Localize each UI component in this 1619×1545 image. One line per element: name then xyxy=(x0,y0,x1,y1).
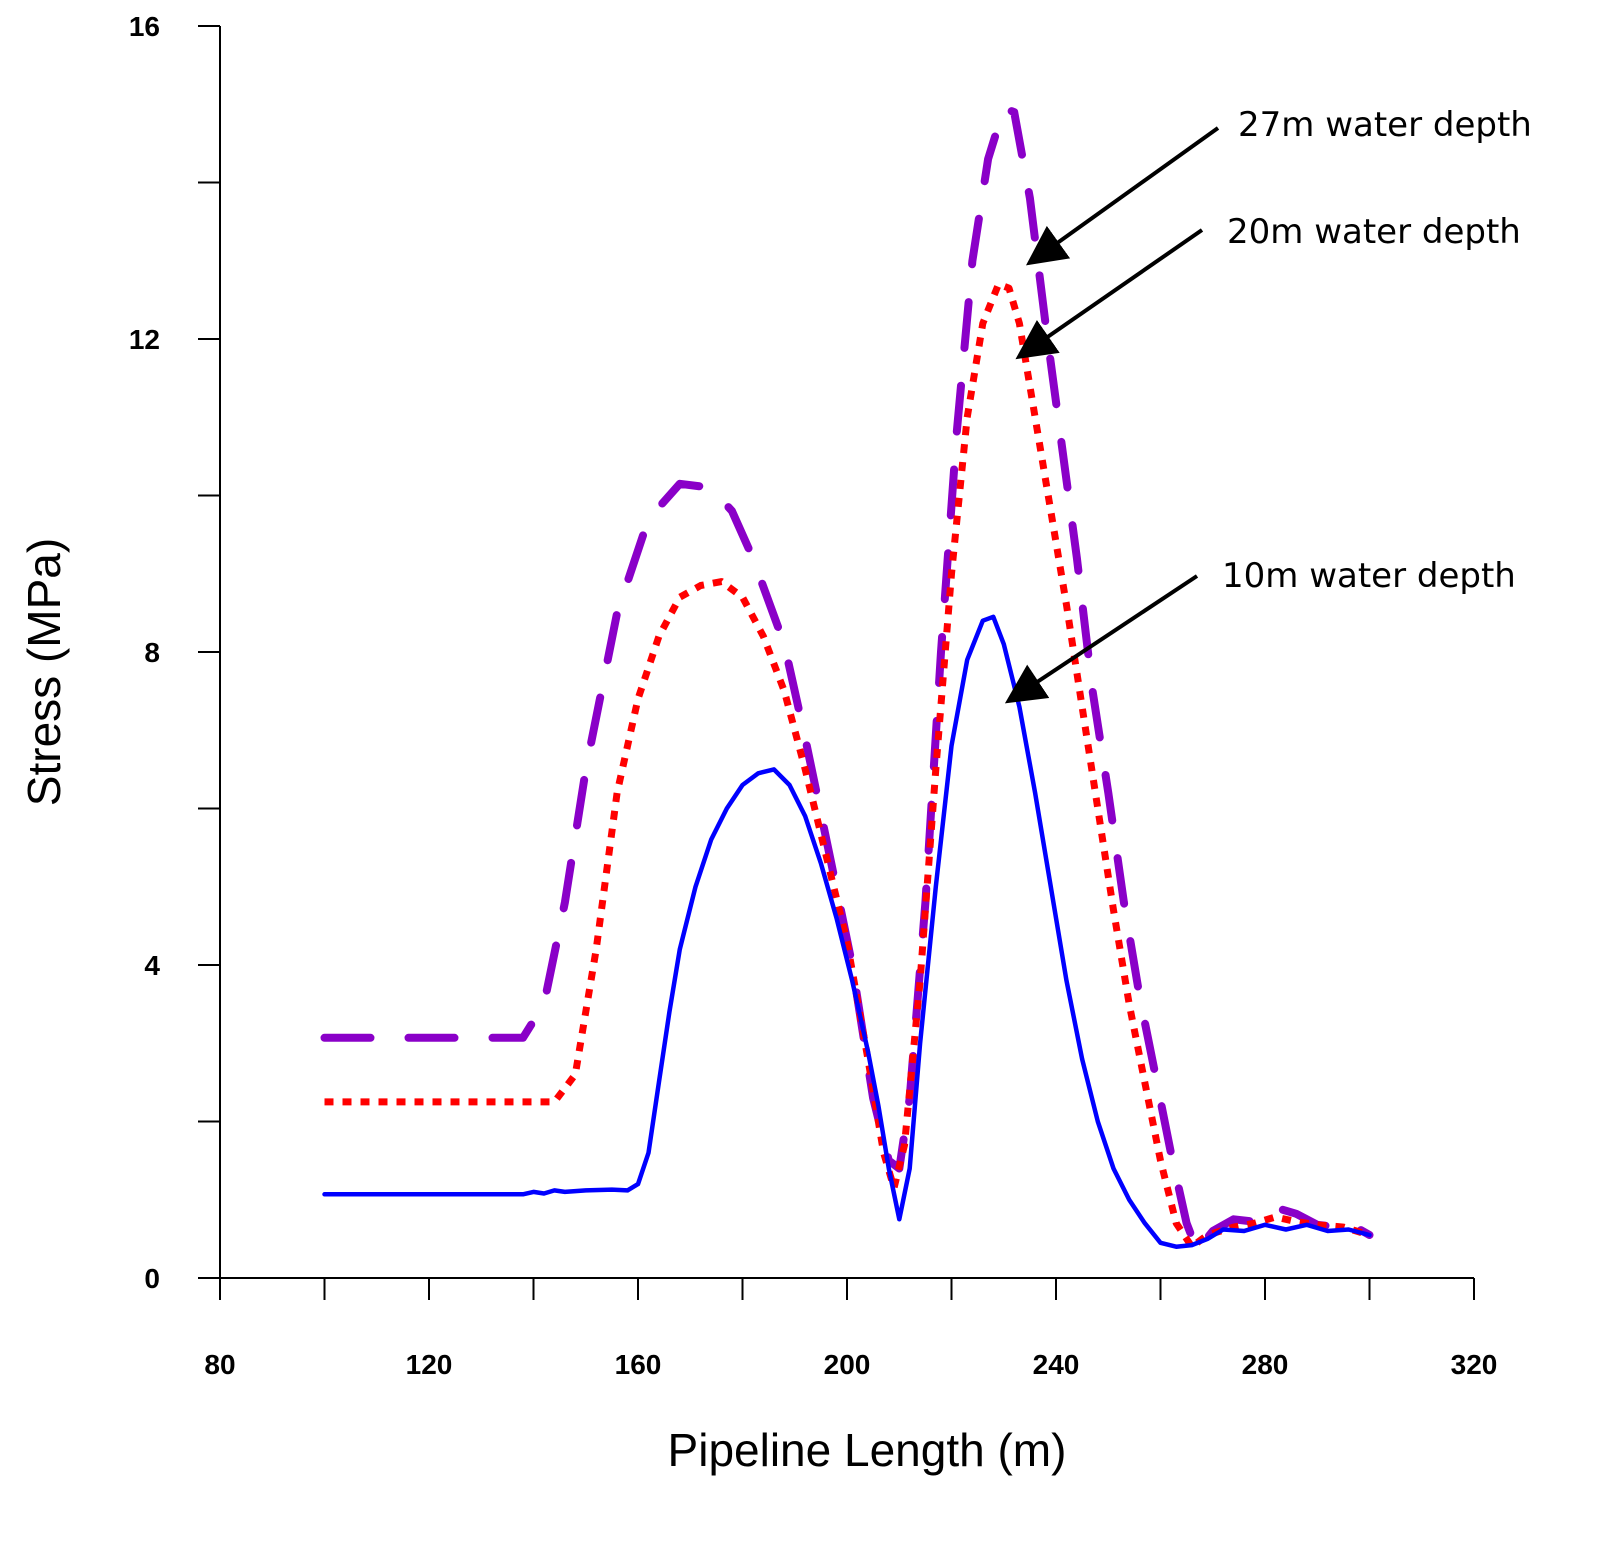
annotation-label: 20m water depth xyxy=(1227,212,1521,252)
series-line-20m-water-depth xyxy=(324,280,1371,1251)
x-tick-label: 200 xyxy=(824,1349,871,1380)
y-tick-label: 4 xyxy=(144,950,160,981)
x-tick-label: 80 xyxy=(204,1349,235,1380)
x-tick-label: 120 xyxy=(406,1349,453,1380)
x-tick-label: 280 xyxy=(1242,1349,1289,1380)
annotation-label: 10m water depth xyxy=(1222,556,1516,596)
x-tick-label: 240 xyxy=(1033,1349,1080,1380)
series-layer xyxy=(320,104,1374,1255)
y-tick-label: 16 xyxy=(129,11,160,42)
y-axis-title: Stress (MPa) xyxy=(18,538,70,806)
y-tick-label: 0 xyxy=(144,1263,160,1294)
y-tick-label: 8 xyxy=(144,637,160,668)
y-tick-label: 12 xyxy=(129,324,160,355)
annotation-arrow xyxy=(1025,126,1220,266)
x-axis-title: Pipeline Length (m) xyxy=(668,1424,1067,1476)
annotations: 27m water depth 20m water depth 10m water … xyxy=(1004,105,1532,704)
x-tick-label: 320 xyxy=(1451,1349,1498,1380)
annotation-label: 27m water depth xyxy=(1238,105,1532,145)
annotation-arrow xyxy=(1004,574,1199,704)
series-line-10m-water-depth xyxy=(322,614,1372,1249)
axes: 80 120 160 200 240 280 320 0 4 8 12 16 xyxy=(129,11,1498,1380)
x-tick-label: 160 xyxy=(615,1349,662,1380)
series-line-27m-water-depth xyxy=(320,104,1374,1255)
annotation-arrow xyxy=(1015,228,1204,360)
